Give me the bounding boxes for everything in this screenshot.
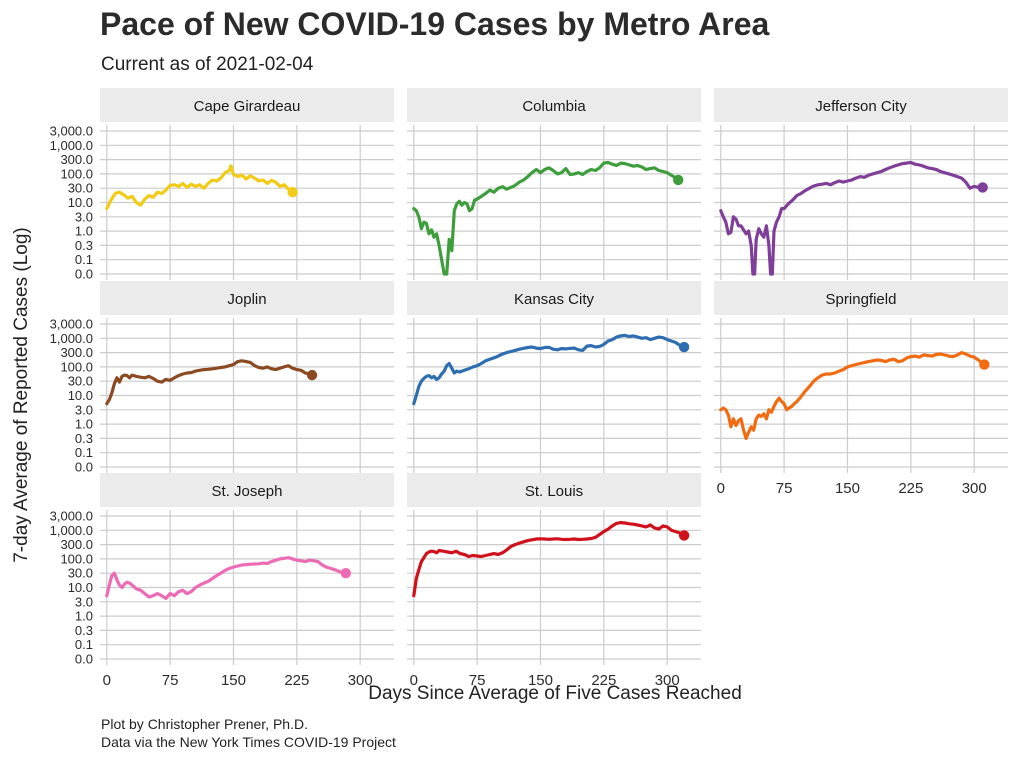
facet-strip: [100, 88, 394, 122]
y-tick-label: 0.3: [75, 431, 93, 446]
endpoint-joplin: [306, 369, 318, 381]
y-tick-label: 1.0: [75, 224, 93, 239]
y-tick-label: 0.1: [75, 637, 93, 652]
series-line-springfield: [719, 351, 986, 440]
y-tick-label: 10.0: [68, 195, 93, 210]
endpoint-st-joseph: [340, 568, 352, 579]
chart-subtitle: Current as of 2021-02-04: [101, 54, 314, 75]
x-tick-label: 300: [348, 672, 373, 689]
y-tick-label: 1.0: [75, 609, 93, 624]
y-tick-label: 30.0: [68, 181, 93, 196]
endpoint-springfield: [979, 359, 990, 370]
endpoint-jefferson-city: [977, 182, 988, 193]
y-tick-label: 30.0: [68, 566, 93, 581]
x-tick-label: 75: [162, 672, 179, 689]
facet-strip: [100, 281, 394, 315]
y-tick-label: 3.0: [75, 402, 93, 417]
panel-st-louis: St. Louis 0 75 150 225 300: [407, 473, 701, 689]
facet-strip-label: Kansas City: [514, 291, 595, 308]
panel-columbia: Columbia: [407, 88, 701, 280]
x-tick-label: 150: [221, 672, 246, 689]
y-tick-label: 0.3: [75, 238, 93, 253]
x-axis-title: Days Since Average of Five Cases Reached: [368, 683, 742, 704]
x-tick-label: 0: [410, 672, 418, 689]
endpoint-columbia: [672, 174, 684, 186]
caption-source: Data via the New York Times COVID-19 Pro…: [101, 734, 396, 750]
facet-strip-label: St. Louis: [525, 483, 583, 500]
facet-strip: [714, 281, 1008, 315]
facet-strip-label: Joplin: [227, 291, 266, 308]
panel-st-joseph: St. Joseph0.00.10.31.03.010.030.0100.030…: [50, 473, 394, 689]
panel-joplin: Joplin 0.00.10.31.03.010.030.0100.0300.01…: [50, 281, 394, 475]
series-line-jefferson-city: [719, 160, 985, 276]
y-tick-label: 300.0: [60, 345, 93, 360]
y-tick-label: 100.0: [60, 551, 93, 566]
y-tick-label: 0.0: [75, 652, 93, 667]
y-tick-label: 100.0: [60, 166, 93, 181]
facet-strip-label: St. Joseph: [212, 483, 283, 500]
x-tick-label: 150: [835, 480, 860, 497]
x-tick-label: 300: [655, 672, 680, 689]
panel-cape-girardeau: Cape Girardeau 0.00.10.31.03.010.030.0100…: [50, 88, 394, 282]
caption: Plot by Christopher Prener, Ph.D. Data v…: [101, 715, 396, 751]
series-line-kansas-city: [412, 333, 686, 406]
y-tick-label: 100.0: [60, 359, 93, 374]
x-tick-label: 0: [103, 672, 111, 689]
endpoint-kansas-city: [678, 341, 690, 353]
facet-strip-label: Columbia: [522, 98, 586, 115]
chart-title: Pace of New COVID-19 Cases by Metro Area: [100, 6, 770, 42]
panel-springfield: Springfield 0 75 150 225 300: [714, 281, 1008, 497]
y-tick-label: 1,000.0: [50, 523, 93, 538]
y-tick-label: 1,000.0: [50, 331, 93, 346]
endpoint-cape-girardeau: [287, 187, 298, 198]
facet-strip: [407, 473, 701, 507]
facet-strip: [100, 473, 394, 507]
facet-strip: [407, 281, 701, 315]
facet-strip-label: Jefferson City: [815, 98, 907, 115]
y-tick-label: 3,000.0: [50, 509, 93, 524]
facet-strip-label: Springfield: [826, 291, 897, 308]
series-line-cape-girardeau: [105, 164, 295, 211]
x-tick-label: 150: [528, 672, 553, 689]
y-tick-label: 300.0: [60, 152, 93, 167]
x-tick-label: 75: [776, 480, 793, 497]
y-tick-label: 30.0: [68, 374, 93, 389]
y-tick-label: 1,000.0: [50, 138, 93, 153]
x-tick-label: 75: [469, 672, 486, 689]
y-tick-label: 0.0: [75, 267, 93, 282]
series-line-joplin: [105, 359, 314, 406]
caption-author: Plot by Christopher Prener, Ph.D.: [101, 716, 308, 732]
x-tick-label: 225: [591, 672, 616, 689]
y-tick-label: 1.0: [75, 417, 93, 432]
x-tick-label: 225: [284, 672, 309, 689]
series-line-columbia: [412, 160, 680, 276]
panel-jefferson-city: Jefferson City: [714, 88, 1008, 280]
y-tick-label: 300.0: [60, 537, 93, 552]
y-tick-label: 3,000.0: [50, 124, 93, 139]
y-tick-label: 3,000.0: [50, 317, 93, 332]
y-tick-label: 0.1: [75, 252, 93, 267]
y-tick-label: 0.3: [75, 623, 93, 638]
series-line-st-louis: [412, 521, 686, 598]
x-tick-label: 225: [898, 480, 923, 497]
endpoint-st-louis: [678, 530, 690, 541]
x-tick-label: 300: [962, 480, 987, 497]
y-tick-label: 0.0: [75, 460, 93, 475]
series-line-st-joseph: [105, 556, 348, 600]
x-tick-label: 0: [717, 480, 725, 497]
facet-strip: [714, 88, 1008, 122]
y-tick-label: 3.0: [75, 594, 93, 609]
facet-strip-label: Cape Girardeau: [194, 98, 301, 115]
y-tick-label: 10.0: [68, 388, 93, 403]
facet-strip: [407, 88, 701, 122]
y-tick-label: 0.1: [75, 445, 93, 460]
y-tick-label: 10.0: [68, 580, 93, 595]
y-tick-label: 3.0: [75, 209, 93, 224]
panel-kansas-city: Kansas City: [407, 281, 701, 473]
